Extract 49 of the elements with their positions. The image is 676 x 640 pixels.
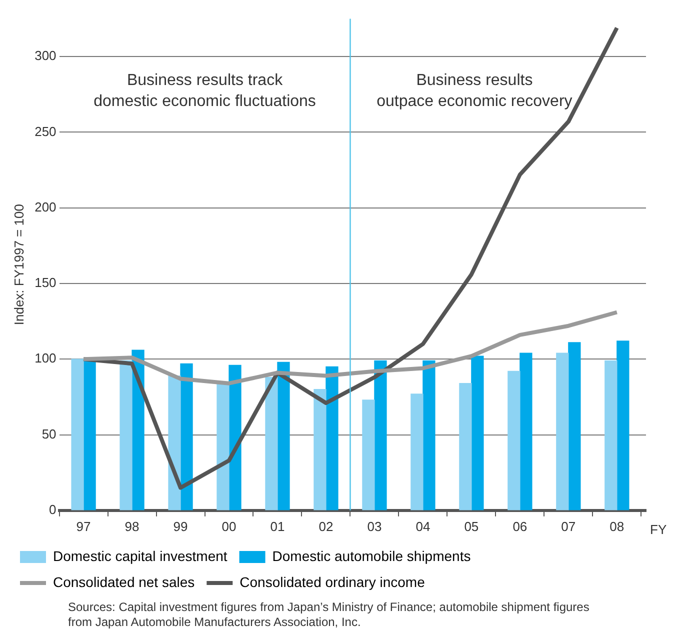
- bar: [459, 383, 472, 510]
- x-tick-label: 04: [416, 518, 430, 534]
- legend-label: Domestic capital investment: [53, 548, 228, 564]
- bar: [180, 363, 193, 510]
- bar: [520, 352, 532, 510]
- bar: [604, 360, 618, 510]
- bar: [314, 389, 326, 510]
- source-note: Sources: Capital investment figures from Japan’s Ministry of Finance; automobile shipment figures from Japan Automobile Manufacturers Association, Inc.: [68, 600, 590, 630]
- bar: [568, 342, 581, 510]
- bar: [508, 370, 520, 510]
- bar: [410, 394, 424, 510]
- x-tick-label: 01: [270, 518, 285, 534]
- x-tick-label: 03: [367, 518, 382, 534]
- x-tick-label: 02: [318, 518, 334, 534]
- y-tick-label: 150: [34, 275, 56, 290]
- bar: [71, 358, 84, 510]
- legend-label: Consolidated net sales: [53, 574, 195, 590]
- x-tick-label: 06: [512, 518, 528, 534]
- y-tick-label: 0: [49, 502, 56, 517]
- bar: [556, 352, 569, 510]
- annotation: Business results track domestic economic fluctuations: [94, 72, 316, 110]
- x-tick-label: 97: [76, 518, 91, 534]
- y-tick-label: 50: [42, 426, 56, 442]
- bar: [362, 400, 375, 510]
- bar: [120, 360, 132, 510]
- y-tick-label: 200: [34, 199, 56, 214]
- y-tick-label: 300: [34, 48, 56, 64]
- legend-label: Consolidated ordinary income: [240, 574, 426, 590]
- y-tick-label: 100: [34, 350, 56, 366]
- x-tick-label: 07: [561, 518, 576, 534]
- bar: [471, 356, 484, 510]
- x-tick-label: 00: [222, 518, 236, 534]
- annotation: Business results outpace economic recovery: [376, 72, 572, 110]
- bar: [277, 362, 290, 510]
- bar: [216, 383, 230, 510]
- legend-label: Domestic automobile shipments: [272, 548, 471, 564]
- x-tick-label: 98: [124, 518, 140, 534]
- bar: [422, 360, 436, 510]
- x-tick-label: 99: [173, 518, 188, 534]
- bar: [83, 358, 96, 510]
- x-tick-label: 05: [464, 518, 479, 534]
- x-tick-label: 08: [610, 518, 624, 534]
- bar: [616, 340, 630, 510]
- bar: [374, 360, 387, 510]
- bar: [265, 376, 278, 510]
- y-axis-title: Index: FY1997 = 100: [11, 204, 26, 326]
- bar: [326, 366, 338, 510]
- x-axis-title: FY: [650, 522, 667, 537]
- y-tick-label: 250: [34, 124, 56, 139]
